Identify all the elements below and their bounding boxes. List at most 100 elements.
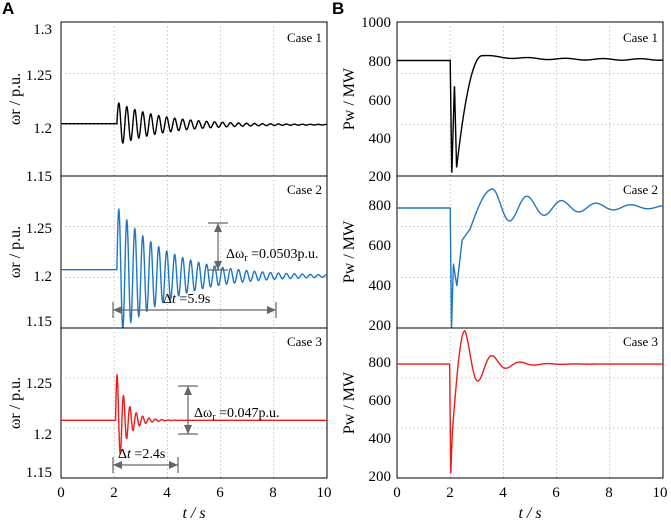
series-line-a2 xyxy=(61,207,328,329)
series-line-b1 xyxy=(397,54,664,173)
delta-t-var-a2: t xyxy=(172,292,177,307)
ylabel-a2: ωr / p.u. xyxy=(7,226,24,278)
delta-t-var-a3: t xyxy=(127,447,132,462)
delta-t-value-a3: 2.4s xyxy=(142,447,165,462)
xtick-a-3: 6 xyxy=(216,485,224,501)
delta-omega-value-a2: 0.0503p.u. xyxy=(259,247,319,262)
grid-a1 xyxy=(61,22,327,176)
delta-t-eq-a3: = xyxy=(131,447,143,462)
ytick-b1-1: 400 xyxy=(369,131,392,147)
xtick-b-4: 8 xyxy=(605,485,613,501)
plot-frame-a3 xyxy=(60,327,328,479)
case-label-a1: Case 1 xyxy=(287,30,322,45)
ytick-a2-0: 1.15 xyxy=(26,314,52,330)
series-line-a1 xyxy=(61,102,328,144)
ytick-b2-2: 600 xyxy=(369,238,392,254)
ytick-b2-1: 400 xyxy=(369,278,392,294)
series-line-b2 xyxy=(397,188,664,329)
grid-b1 xyxy=(397,22,663,176)
ytick-b1-4: 1000 xyxy=(361,15,391,31)
delta-t-symbol-a3: Δ xyxy=(118,447,127,462)
panel-label-b: B xyxy=(332,0,344,18)
plot-frame-b3 xyxy=(396,327,664,479)
xtick-b-3: 6 xyxy=(552,485,560,501)
ylabel-b3: Pw / MW xyxy=(341,371,358,434)
ytick-a1-2: 1.25 xyxy=(26,68,52,84)
chart-b1: 200 400 600 800 1000 Case 1 Pw / MW xyxy=(341,15,664,185)
delta-t-head-right-a3 xyxy=(169,461,178,469)
delta-omega-label-a2: Δωr =0.0503p.u. xyxy=(226,247,318,264)
delta-t-head-left-a3 xyxy=(113,461,122,469)
delta-omega-head-up-a2 xyxy=(214,223,222,232)
series-line-b3 xyxy=(397,330,663,475)
delta-t-label-a3: Δt =2.4s xyxy=(118,447,165,462)
ytick-b1-0: 200 xyxy=(369,169,392,185)
delta-omega-label-a3: Δωr =0.047p.u. xyxy=(194,406,279,423)
xtick-b-2: 4 xyxy=(499,485,507,501)
plot-frame-b1 xyxy=(396,21,664,177)
ytick-a3-0: 1.15 xyxy=(26,465,52,481)
xlabel-a: t / s xyxy=(182,505,205,522)
ytick-a1-1: 1.2 xyxy=(33,121,52,137)
ytick-a1-3: 1.3 xyxy=(33,22,52,38)
annotation-a2 xyxy=(112,222,277,318)
chart-a1: 1.15 1.2 1.25 1.3 Case 1 ωr / p.u. xyxy=(7,21,328,185)
delta-t-head-right-a2 xyxy=(267,306,276,314)
ytick-a2-2: 1.25 xyxy=(26,221,52,237)
chart-a2: 1.15 1.2 1.25 Case 2 ωr / p.u. Δωr =0.05… xyxy=(7,175,328,330)
ytick-b3-0: 200 xyxy=(369,469,392,485)
case-label-a2: Case 2 xyxy=(287,182,322,197)
ytick-b1-2: 600 xyxy=(369,93,392,109)
xtick-b-5: 10 xyxy=(653,485,668,501)
ytick-a3-2: 1.25 xyxy=(26,376,52,392)
case-label-a3: Case 3 xyxy=(287,334,322,349)
xlabel-b: t / s xyxy=(518,505,541,522)
case-label-b2: Case 2 xyxy=(623,182,658,197)
delta-t-eq-a2: = xyxy=(176,292,188,307)
ytick-b3-1: 400 xyxy=(369,431,392,447)
ylabel-b2: Pw / MW xyxy=(341,220,358,283)
panel-label-a: A xyxy=(2,0,14,18)
xtick-a-5: 10 xyxy=(317,485,332,501)
series-line-a3 xyxy=(61,372,327,456)
annotation-a3 xyxy=(112,385,198,473)
delta-omega-eq-a2: = xyxy=(248,247,260,262)
xtick-a-2: 4 xyxy=(163,485,171,501)
ytick-b2-0: 200 xyxy=(369,318,392,334)
ytick-a1-0: 1.15 xyxy=(26,169,52,185)
ytick-a2-1: 1.2 xyxy=(33,269,52,285)
plot-frame-a1 xyxy=(60,21,328,177)
grid-a3 xyxy=(61,328,327,478)
grid-b3 xyxy=(397,328,663,478)
xtick-b-1: 2 xyxy=(446,485,454,501)
case-label-b1: Case 1 xyxy=(623,30,658,45)
delta-omega-value-a3: 0.047p.u. xyxy=(227,406,280,421)
xtick-a-0: 0 xyxy=(57,485,65,501)
ylabel-a1: ωr / p.u. xyxy=(7,73,24,125)
grid-b2 xyxy=(397,176,663,328)
delta-t-label-a2: Δt =5.9s xyxy=(163,292,210,307)
chart-b3: 200 400 600 800 Case 3 Pw / MW 0 2 4 6 8… xyxy=(341,327,668,522)
delta-t-symbol-a2: Δ xyxy=(163,292,172,307)
delta-omega-eq-a3: = xyxy=(216,406,228,421)
delta-omega-head-up-a3 xyxy=(184,386,192,395)
delta-omega-head-down-a2 xyxy=(214,261,222,270)
xtick-a-4: 8 xyxy=(269,485,277,501)
xtick-a-1: 2 xyxy=(110,485,118,501)
ylabel-b1: Pw / MW xyxy=(341,67,358,130)
ytick-b2-3: 800 xyxy=(369,198,392,214)
ylabel-a3: ωr / p.u. xyxy=(7,377,24,429)
ytick-b1-3: 800 xyxy=(369,54,392,70)
case-label-b3: Case 3 xyxy=(623,334,658,349)
delta-omega-sub-a3: r xyxy=(212,412,216,423)
xtick-b-0: 0 xyxy=(393,485,401,501)
ytick-b3-2: 600 xyxy=(369,393,392,409)
delta-t-value-a2: 5.9s xyxy=(187,292,210,307)
delta-omega-head-down-a3 xyxy=(184,425,192,434)
chart-b2: 200 400 600 800 Case 2 Pw / MW xyxy=(341,175,664,334)
ytick-a3-1: 1.2 xyxy=(33,427,52,443)
ytick-b3-3: 800 xyxy=(369,355,392,371)
delta-t-head-left-a2 xyxy=(113,306,122,314)
delta-omega-symbol-a3: Δω xyxy=(194,406,212,421)
